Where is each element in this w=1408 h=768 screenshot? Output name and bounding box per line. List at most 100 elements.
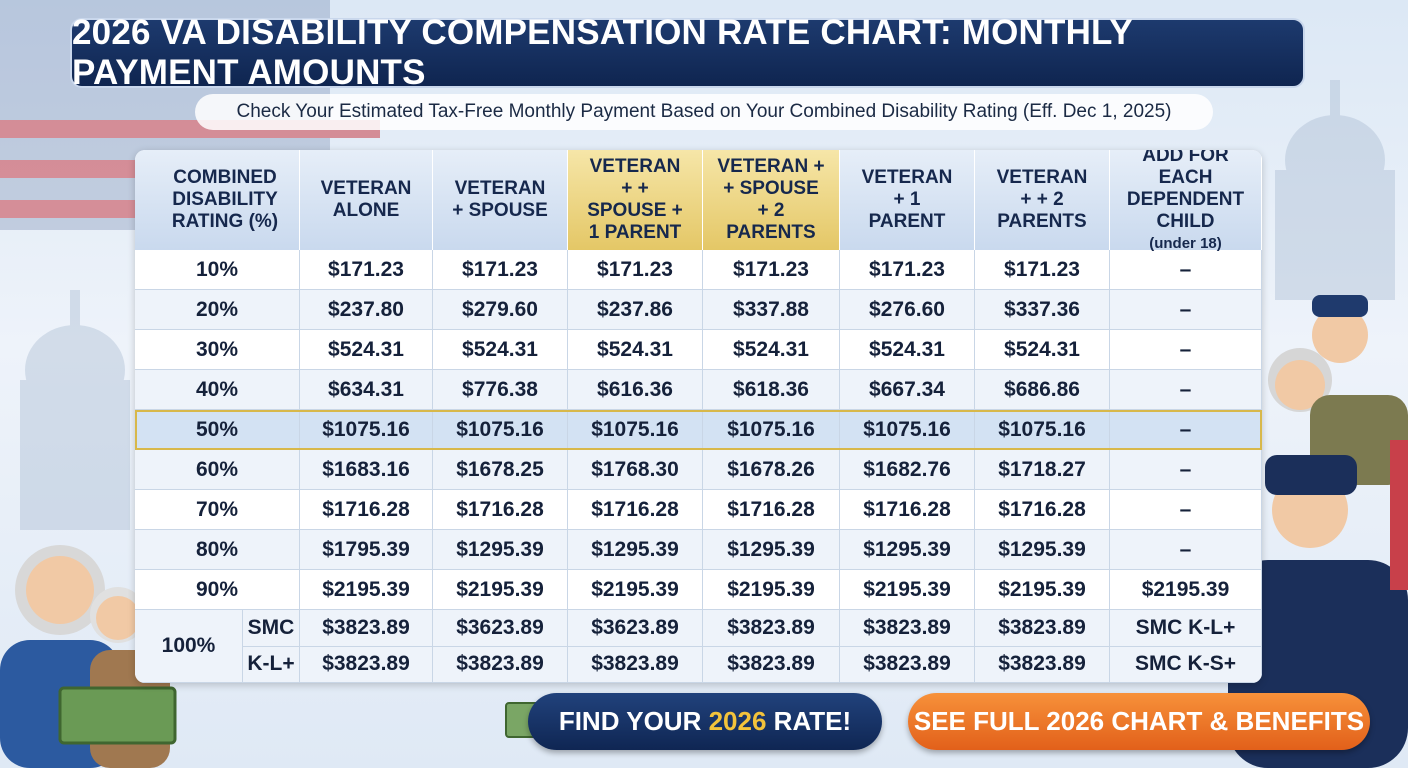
rate-cell: $524.31 bbox=[840, 330, 975, 370]
rating-cell: 40% bbox=[135, 370, 300, 410]
rate-cell: $1075.16 bbox=[703, 410, 840, 450]
button-text: RATE! bbox=[766, 706, 852, 736]
rate-cell: $3823.89 bbox=[975, 610, 1110, 647]
column-header: VETERAN ALONE bbox=[300, 150, 433, 250]
rating-cell: 90% bbox=[135, 570, 300, 610]
rate-cell: $3823.89 bbox=[300, 646, 433, 683]
header-label: VETERAN + + SPOUSE + 2 PARENTS bbox=[717, 156, 825, 243]
rate-cell: $3823.89 bbox=[433, 646, 568, 683]
rate-cell: $3623.89 bbox=[433, 610, 568, 647]
rate-cell: $616.36 bbox=[568, 370, 703, 410]
title: 2026 VA DISABILITY COMPENSATION RATE CHA… bbox=[72, 13, 1133, 92]
rate-cell: $1716.28 bbox=[433, 490, 568, 530]
rate-cell: $3623.89 bbox=[568, 610, 703, 647]
rating-cell: 70% bbox=[135, 490, 300, 530]
full-chart-button[interactable]: SEE FULL 2026 CHART & BENEFITS bbox=[908, 693, 1370, 750]
rate-cell: $1678.25 bbox=[433, 450, 568, 490]
button-year: 2026 bbox=[708, 706, 767, 736]
column-header: VETERAN + SPOUSE bbox=[433, 150, 568, 250]
rate-cell: – bbox=[1110, 410, 1262, 450]
rating-cell: 10% bbox=[135, 250, 300, 290]
rate-cell: SMC K-L+ bbox=[1110, 610, 1262, 647]
rate-cell: $524.31 bbox=[703, 330, 840, 370]
rate-cell: $1075.16 bbox=[840, 410, 975, 450]
header-label: VETERAN + + SPOUSE + 1 PARENT bbox=[587, 156, 683, 243]
rate-cell: $1295.39 bbox=[975, 530, 1110, 570]
rate-cell: $3823.89 bbox=[300, 610, 433, 647]
rate-cell: $3823.89 bbox=[703, 646, 840, 683]
rate-cell: $667.34 bbox=[840, 370, 975, 410]
column-header: VETERAN + + 2 PARENTS bbox=[975, 150, 1110, 250]
rate-cell: – bbox=[1110, 530, 1262, 570]
rate-cell: $618.36 bbox=[703, 370, 840, 410]
rate-cell: – bbox=[1110, 250, 1262, 290]
rate-cell: $524.31 bbox=[568, 330, 703, 370]
rate-cell: $1768.30 bbox=[568, 450, 703, 490]
rate-cell: $3823.89 bbox=[840, 646, 975, 683]
rating-cell: 50% bbox=[135, 410, 300, 450]
rate-cell: $1716.28 bbox=[840, 490, 975, 530]
column-header: VETERAN + 1 PARENT bbox=[840, 150, 975, 250]
title-banner: 2026 VA DISABILITY COMPENSATION RATE CHA… bbox=[70, 13, 1305, 92]
rate-cell: $1795.39 bbox=[300, 530, 433, 570]
column-header: VETERAN + + SPOUSE + 2 PARENTS bbox=[703, 150, 840, 250]
rate-cell: $1683.16 bbox=[300, 450, 433, 490]
button-text: FIND YOUR bbox=[558, 706, 709, 736]
rate-cell: $171.23 bbox=[703, 250, 840, 290]
rate-cell: $1678.26 bbox=[703, 450, 840, 490]
rate-cell: $2195.39 bbox=[1110, 570, 1262, 610]
subtitle-pill: Check Your Estimated Tax-Free Monthly Pa… bbox=[195, 94, 1213, 130]
rate-cell: $171.23 bbox=[300, 250, 433, 290]
rate-cell: $524.31 bbox=[975, 330, 1110, 370]
rate-cell: $171.23 bbox=[568, 250, 703, 290]
rate-cell: $2195.39 bbox=[568, 570, 703, 610]
header-label: ADD FOR EACH DEPENDENT CHILD bbox=[1126, 150, 1245, 232]
rate-cell: $1295.39 bbox=[568, 530, 703, 570]
header-note: (under 18) bbox=[1149, 235, 1222, 252]
rate-cell: $1716.28 bbox=[300, 490, 433, 530]
header-label: VETERAN ALONE bbox=[320, 178, 412, 221]
subtitle: Check Your Estimated Tax-Free Monthly Pa… bbox=[236, 101, 1172, 122]
rating-cell: 20% bbox=[135, 290, 300, 330]
rate-cell: – bbox=[1110, 450, 1262, 490]
rate-cell: $524.31 bbox=[300, 330, 433, 370]
button-text: SEE FULL 2026 CHART & BENEFITS bbox=[913, 706, 1365, 736]
rate-cell: $1295.39 bbox=[703, 530, 840, 570]
rate-cell: – bbox=[1110, 370, 1262, 410]
rate-cell: $2195.39 bbox=[840, 570, 975, 610]
rate-cell: $1075.16 bbox=[300, 410, 433, 450]
rate-cell: $2195.39 bbox=[300, 570, 433, 610]
rating-sub: K-L+ bbox=[243, 646, 300, 683]
find-rate-button[interactable]: FIND YOUR 2026 RATE! bbox=[528, 693, 882, 750]
rate-cell: $524.31 bbox=[433, 330, 568, 370]
header-label: VETERAN + + 2 PARENTS bbox=[996, 167, 1088, 232]
rate-cell: $3823.89 bbox=[703, 610, 840, 647]
rate-cell: $1716.28 bbox=[568, 490, 703, 530]
rate-cell: $634.31 bbox=[300, 370, 433, 410]
rating-cell: 30% bbox=[135, 330, 300, 370]
rating-cell: 100% bbox=[135, 610, 243, 683]
rate-cell: $1075.16 bbox=[975, 410, 1110, 450]
column-header: VETERAN + + SPOUSE + 1 PARENT bbox=[568, 150, 703, 250]
rate-cell: $171.23 bbox=[433, 250, 568, 290]
rate-cell: $1682.76 bbox=[840, 450, 975, 490]
rate-cell: SMC K-S+ bbox=[1110, 646, 1262, 683]
rate-cell: $279.60 bbox=[433, 290, 568, 330]
rate-cell: – bbox=[1110, 490, 1262, 530]
rate-cell: $1716.28 bbox=[975, 490, 1110, 530]
rate-cell: $686.86 bbox=[975, 370, 1110, 410]
header-label: VETERAN + 1 PARENT bbox=[861, 167, 953, 232]
column-header: ADD FOR EACH DEPENDENT CHILD (under 18) bbox=[1110, 150, 1262, 252]
column-header: COMBINED DISABILITY RATING (%) bbox=[135, 150, 300, 250]
rate-cell: $1075.16 bbox=[568, 410, 703, 450]
rate-cell: $2195.39 bbox=[975, 570, 1110, 610]
rate-cell: $3823.89 bbox=[975, 646, 1110, 683]
rating-sub: SMC bbox=[243, 610, 300, 647]
rate-cell: $237.80 bbox=[300, 290, 433, 330]
rate-cell: $1718.27 bbox=[975, 450, 1110, 490]
rate-cell: $776.38 bbox=[433, 370, 568, 410]
rate-cell: $276.60 bbox=[840, 290, 975, 330]
rate-cell: $171.23 bbox=[975, 250, 1110, 290]
rate-cell: $337.88 bbox=[703, 290, 840, 330]
